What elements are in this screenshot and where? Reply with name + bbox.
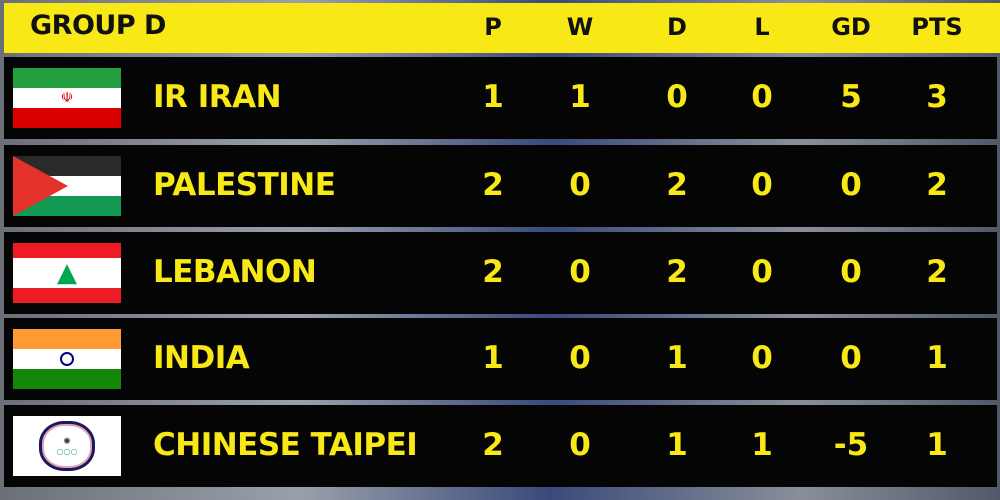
stat-d: 1 (666, 340, 688, 376)
stat-w: 0 (569, 254, 591, 290)
stat-p: 2 (482, 254, 504, 290)
stat-p: 1 (482, 79, 504, 115)
stat-pts: 2 (926, 254, 948, 290)
chinese-taipei-flag-icon: ✺ ○○○ (13, 416, 121, 476)
stat-p: 1 (482, 340, 504, 376)
team-name: PALESTINE (153, 167, 336, 203)
col-header-d: D (667, 13, 687, 41)
india-flag-icon (13, 329, 121, 389)
lebanon-flag-icon: ▲ (13, 243, 121, 303)
stat-d: 2 (666, 254, 688, 290)
col-header-w: W (566, 13, 594, 41)
palestine-flag-icon (13, 156, 121, 216)
iran-flag-icon: ☫ (13, 68, 121, 128)
team-name: LEBANON (153, 254, 317, 290)
stat-gd: 0 (840, 254, 862, 290)
stat-l: 1 (751, 427, 773, 463)
col-header-l: L (754, 13, 770, 41)
table-row: ☫ IR IRAN 1 1 0 0 5 3 (4, 57, 997, 139)
stat-pts: 3 (926, 79, 948, 115)
stat-p: 2 (482, 427, 504, 463)
table-row: ▲ LEBANON 2 0 2 0 0 2 (4, 232, 997, 314)
stat-w: 0 (569, 167, 591, 203)
stat-p: 2 (482, 167, 504, 203)
stat-l: 0 (751, 254, 773, 290)
stat-gd: -5 (833, 427, 869, 463)
table-row: INDIA 1 0 1 0 0 1 (4, 318, 997, 400)
table-row: PALESTINE 2 0 2 0 0 2 (4, 145, 997, 227)
col-header-pts: PTS (911, 13, 963, 41)
stat-pts: 2 (926, 167, 948, 203)
col-header-p: P (484, 13, 502, 41)
stat-pts: 1 (926, 427, 948, 463)
stat-gd: 0 (840, 340, 862, 376)
stat-w: 0 (569, 340, 591, 376)
stat-d: 0 (666, 79, 688, 115)
stat-l: 0 (751, 340, 773, 376)
col-header-gd: GD (831, 13, 871, 41)
stat-gd: 0 (840, 167, 862, 203)
stat-l: 0 (751, 167, 773, 203)
stat-w: 0 (569, 427, 591, 463)
table-header: GROUP D P W D L GD PTS (4, 3, 1000, 53)
stat-gd: 5 (840, 79, 862, 115)
team-name: CHINESE TAIPEI (153, 427, 418, 463)
stat-pts: 1 (926, 340, 948, 376)
table-row: ✺ ○○○ CHINESE TAIPEI 2 0 1 1 -5 1 (4, 405, 997, 487)
team-name: IR IRAN (153, 79, 282, 115)
stat-l: 0 (751, 79, 773, 115)
group-title: GROUP D (30, 10, 166, 41)
team-name: INDIA (153, 340, 250, 376)
stat-w: 1 (569, 79, 591, 115)
stat-d: 1 (666, 427, 688, 463)
stat-d: 2 (666, 167, 688, 203)
